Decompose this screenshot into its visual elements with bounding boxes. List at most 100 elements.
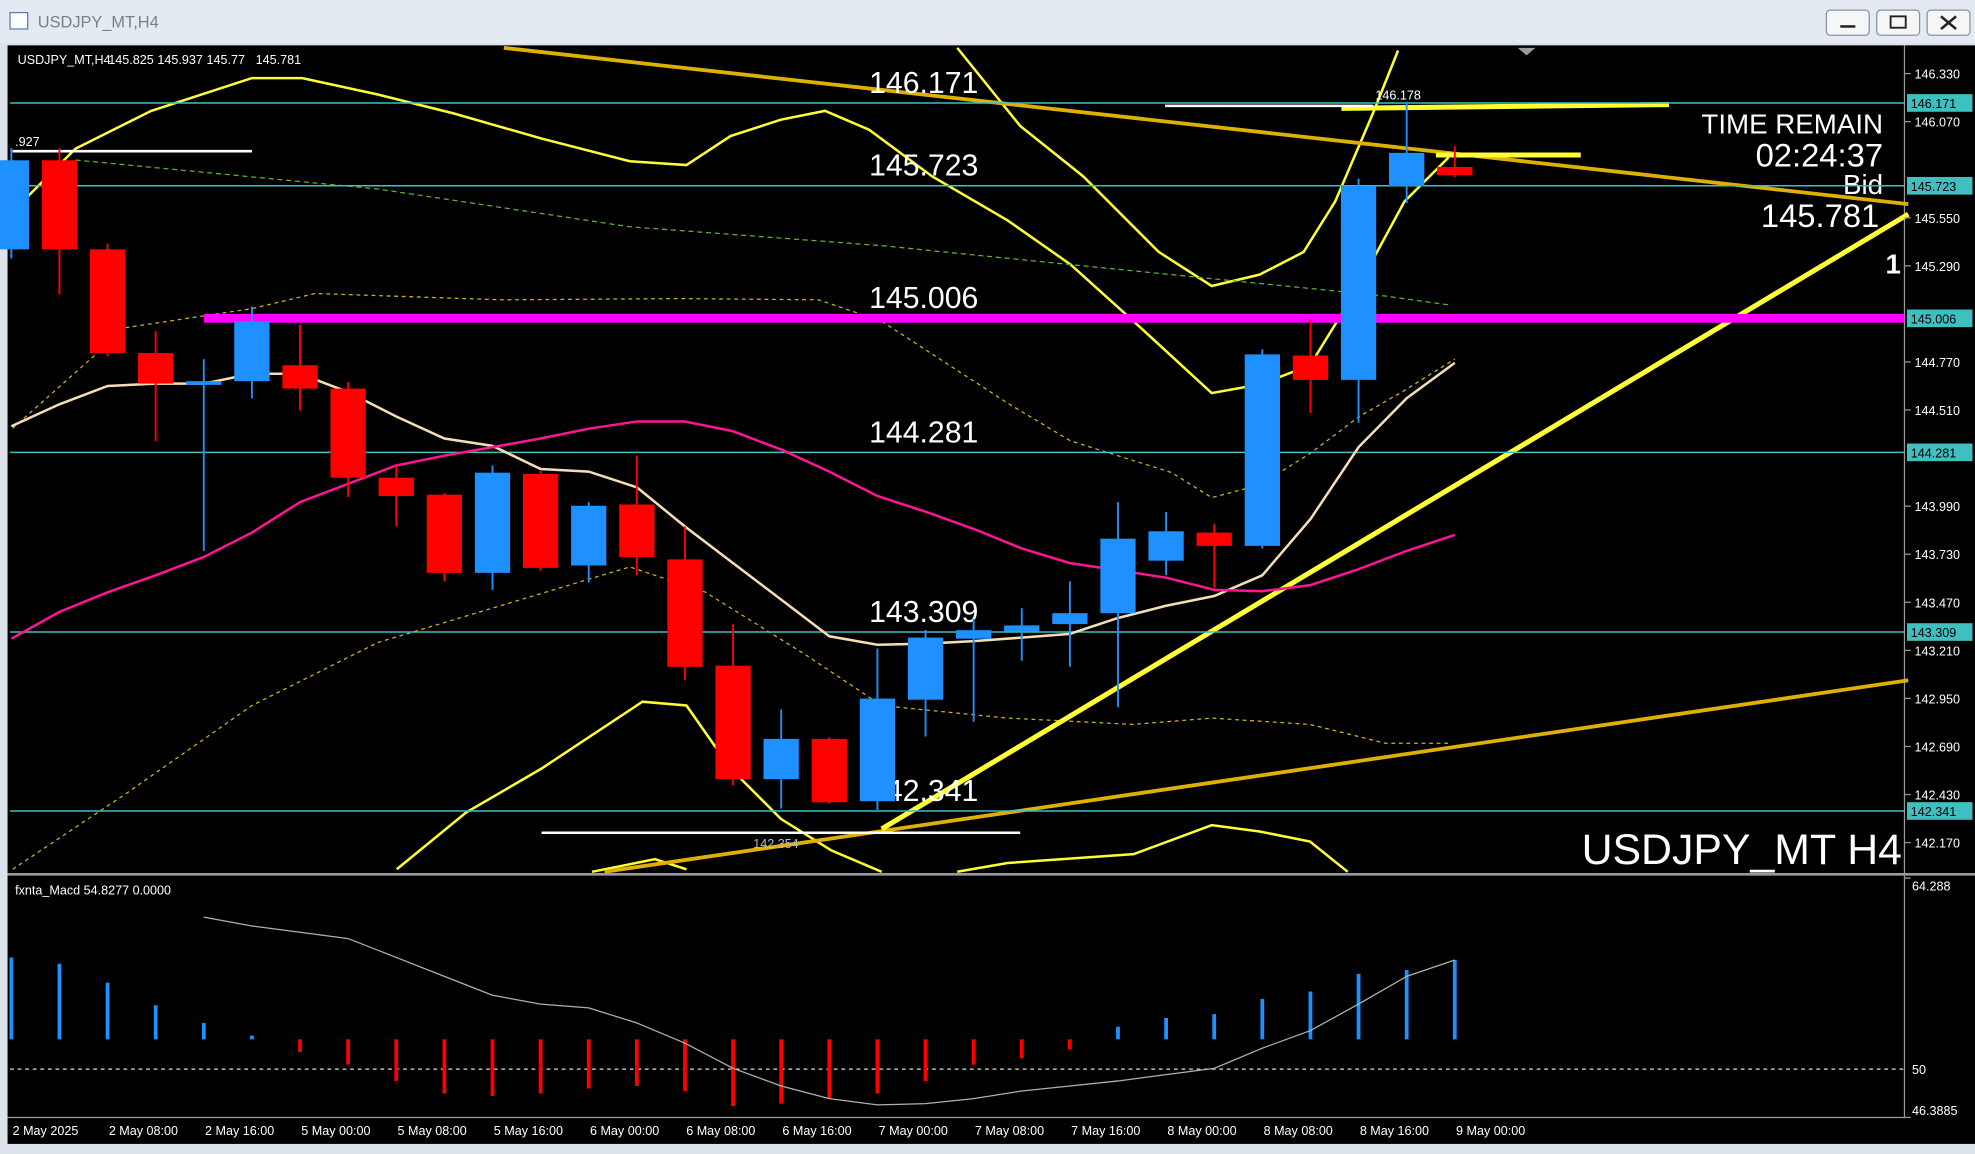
y-tick-label: 145.290 — [1915, 260, 1960, 274]
level-price-box — [1906, 802, 1973, 820]
price-label: Bid — [1843, 169, 1883, 200]
y-tick-label: 64.288 — [1912, 880, 1950, 894]
low-label: 142.354 — [753, 837, 798, 851]
candle-body — [138, 353, 174, 384]
candle-body — [1052, 613, 1088, 625]
title-bar — [0, 0, 1975, 43]
candle-body — [1389, 152, 1425, 186]
level-price-box — [1906, 443, 1973, 462]
close-icon — [1940, 15, 1957, 30]
y-tick-label: 145.550 — [1915, 212, 1960, 226]
candle-body — [378, 477, 414, 496]
level-price-label: 142.341 — [1911, 805, 1956, 819]
ma-dashed — [75, 159, 1449, 306]
candle-body — [667, 559, 703, 667]
candle-body — [1100, 538, 1136, 614]
resistance-line — [1341, 102, 1669, 111]
candle-body — [956, 630, 992, 639]
prev-high-mark: .927 — [15, 135, 39, 149]
shift-marker — [1517, 47, 1536, 56]
trend-line — [503, 45, 1909, 206]
y-tick-label: 142.690 — [1915, 741, 1960, 755]
chart-header: USDJPY_MT,H4 — [18, 53, 111, 67]
x-tick-label: 5 May 00:00 — [301, 1124, 370, 1138]
level-label: 146.171 — [869, 67, 978, 100]
candle-body — [1004, 625, 1040, 632]
x-tick-label: 7 May 08:00 — [975, 1124, 1044, 1138]
candle-body — [1437, 166, 1473, 176]
candle-body — [522, 473, 559, 568]
y-tick-label: 144.770 — [1915, 356, 1960, 370]
restore-button[interactable] — [1876, 9, 1921, 36]
level-price-box — [1906, 94, 1973, 112]
x-tick-label: 2 May 2025 — [13, 1124, 79, 1138]
candle-body — [1148, 531, 1184, 561]
watermark: USDJPY_MT H4 — [1582, 826, 1902, 874]
high-label: 146.178 — [1375, 89, 1420, 103]
moving-average — [10, 420, 1456, 640]
x-tick-label: 7 May 00:00 — [879, 1124, 948, 1138]
y-tick-label: 144.510 — [1915, 404, 1960, 418]
candle-body — [0, 160, 29, 250]
candle-body — [715, 665, 751, 780]
level-price-box — [1906, 309, 1973, 328]
x-tick-label: 6 May 16:00 — [782, 1124, 851, 1138]
time-remain-label: TIME REMAIN — [1701, 109, 1883, 140]
candle-body — [907, 637, 944, 700]
restore-icon — [1889, 15, 1907, 29]
minimize-button[interactable] — [1825, 9, 1870, 36]
level-price-label: 144.281 — [1911, 446, 1956, 460]
band-dashed-lower — [12, 566, 1449, 870]
level-label: 145.006 — [869, 282, 978, 315]
candle-body — [1340, 185, 1377, 380]
candle-body — [1244, 354, 1280, 546]
window-title: USDJPY_MT,H4 — [38, 14, 159, 32]
ohlc-low: 145.77 — [207, 53, 245, 67]
x-tick-label: 8 May 16:00 — [1360, 1124, 1429, 1138]
x-tick-label: 9 May 00:00 — [1456, 1124, 1525, 1138]
x-tick-label: 7 May 16:00 — [1071, 1124, 1140, 1138]
edge-mark: 1 — [1886, 248, 1901, 279]
window-icon — [9, 11, 29, 30]
x-tick-label: 5 May 16:00 — [494, 1124, 563, 1138]
level-price-box — [1906, 176, 1973, 195]
y-tick-label: 143.990 — [1915, 500, 1960, 514]
level-label: 145.723 — [869, 150, 978, 183]
candle-body — [763, 738, 799, 780]
level-price-label: 146.171 — [1911, 97, 1956, 111]
trend-line — [604, 678, 1909, 874]
band-outer-lower — [591, 857, 687, 874]
x-tick-label: 6 May 08:00 — [686, 1124, 755, 1138]
y-tick-label: 143.730 — [1915, 548, 1960, 562]
ohlc-high: 145.937 — [157, 53, 202, 67]
level-price-label: 145.006 — [1911, 312, 1956, 326]
candle-body — [330, 388, 366, 478]
x-tick-label: 5 May 08:00 — [398, 1124, 467, 1138]
ohlc-open: 145.825 — [108, 53, 153, 67]
candle-body — [426, 494, 463, 573]
candle-body — [89, 249, 126, 354]
candle-body — [619, 504, 655, 557]
candle-body — [1292, 355, 1329, 380]
y-tick-label: 142.950 — [1915, 692, 1960, 706]
y-tick-label: 50 — [1912, 1063, 1926, 1077]
candle-body — [859, 698, 896, 802]
window-buttons — [1825, 9, 1971, 36]
x-tick-label: 2 May 16:00 — [205, 1124, 274, 1138]
y-tick-label: 46.3885 — [1912, 1104, 1957, 1118]
y-tick-label: 146.330 — [1915, 68, 1960, 82]
candle-body — [811, 738, 847, 803]
level-price-label: 145.723 — [1911, 180, 1956, 194]
y-tick-label: 143.210 — [1915, 644, 1960, 658]
level-label: 143.309 — [869, 596, 978, 629]
candle-body — [571, 505, 607, 566]
candle-body — [41, 160, 78, 250]
y-tick-label: 146.070 — [1915, 116, 1960, 130]
band-outer-upper — [956, 47, 1400, 288]
candle-body — [1196, 532, 1232, 546]
band-outer-lower — [957, 823, 1349, 874]
ohlc-close: 145.781 — [256, 53, 301, 67]
x-tick-label: 8 May 00:00 — [1167, 1124, 1236, 1138]
